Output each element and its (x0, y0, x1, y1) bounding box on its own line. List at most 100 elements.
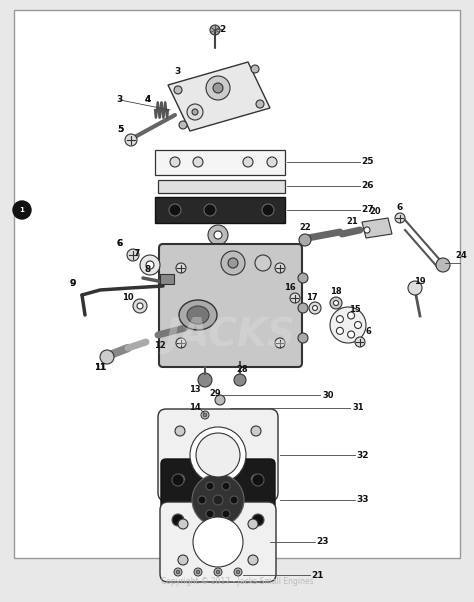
Text: Copyright © 2017 - Jacks Small Engines: Copyright © 2017 - Jacks Small Engines (161, 577, 313, 586)
Circle shape (125, 134, 137, 146)
Circle shape (204, 204, 216, 216)
Text: 3: 3 (175, 67, 181, 76)
Circle shape (192, 474, 244, 526)
Text: 28: 28 (236, 365, 248, 374)
Circle shape (194, 568, 202, 576)
Text: 21: 21 (346, 217, 358, 226)
Polygon shape (155, 197, 285, 223)
Circle shape (187, 104, 203, 120)
Ellipse shape (179, 300, 217, 330)
Text: 29: 29 (209, 388, 221, 397)
Circle shape (298, 333, 308, 343)
Circle shape (275, 263, 285, 273)
Text: 11: 11 (94, 362, 106, 371)
Text: 3: 3 (117, 96, 123, 105)
Text: 8: 8 (145, 265, 151, 275)
Circle shape (330, 297, 342, 309)
Circle shape (100, 350, 114, 364)
Polygon shape (362, 218, 392, 238)
Circle shape (172, 474, 184, 486)
Circle shape (196, 570, 200, 574)
Circle shape (176, 338, 186, 348)
Text: JACKS: JACKS (165, 316, 295, 354)
Text: 31: 31 (352, 403, 364, 412)
Circle shape (176, 263, 186, 273)
Circle shape (347, 312, 355, 319)
Circle shape (146, 261, 154, 269)
Circle shape (436, 258, 450, 272)
Circle shape (170, 157, 180, 167)
Text: 11: 11 (94, 362, 106, 371)
Circle shape (140, 255, 160, 275)
Text: 32: 32 (357, 450, 369, 459)
Circle shape (198, 496, 206, 504)
Circle shape (255, 255, 271, 271)
Circle shape (193, 517, 243, 567)
Circle shape (236, 570, 240, 574)
Text: 20: 20 (369, 208, 381, 217)
Circle shape (243, 157, 253, 167)
Circle shape (290, 293, 300, 303)
Text: 9: 9 (70, 279, 76, 288)
Circle shape (213, 495, 223, 505)
Circle shape (214, 231, 222, 239)
Circle shape (334, 300, 338, 305)
Bar (160, 274, 174, 284)
Circle shape (251, 474, 261, 484)
FancyBboxPatch shape (160, 502, 276, 582)
Polygon shape (168, 62, 270, 131)
Circle shape (210, 25, 220, 35)
Text: 4: 4 (145, 96, 151, 105)
Circle shape (337, 315, 343, 323)
Circle shape (252, 514, 264, 526)
Text: 9: 9 (70, 279, 76, 288)
Circle shape (206, 482, 214, 490)
Circle shape (252, 474, 264, 486)
Circle shape (228, 258, 238, 268)
Text: 6: 6 (397, 202, 403, 211)
Circle shape (206, 76, 230, 100)
Circle shape (298, 273, 308, 283)
Polygon shape (158, 180, 285, 193)
Text: 7: 7 (134, 249, 140, 258)
FancyBboxPatch shape (159, 244, 302, 367)
Circle shape (309, 302, 321, 314)
Circle shape (175, 474, 185, 484)
Circle shape (179, 121, 187, 129)
Text: 27: 27 (362, 205, 374, 214)
Circle shape (190, 427, 246, 483)
Text: 5: 5 (117, 125, 123, 134)
Circle shape (13, 201, 31, 219)
Circle shape (299, 234, 311, 246)
Text: 5: 5 (117, 125, 123, 134)
Text: 6: 6 (117, 238, 123, 247)
Circle shape (176, 570, 180, 574)
Text: 15: 15 (349, 305, 361, 314)
Text: 14: 14 (189, 403, 201, 412)
Circle shape (221, 251, 245, 275)
Circle shape (216, 570, 220, 574)
FancyBboxPatch shape (158, 409, 278, 501)
Circle shape (214, 568, 222, 576)
Circle shape (133, 299, 147, 313)
Text: 1: 1 (19, 207, 25, 213)
Circle shape (178, 555, 188, 565)
Circle shape (192, 109, 198, 115)
Text: 26: 26 (362, 181, 374, 190)
Circle shape (196, 433, 240, 477)
Circle shape (355, 321, 362, 329)
Text: 10: 10 (122, 294, 134, 302)
Text: 4: 4 (145, 96, 151, 105)
Circle shape (248, 555, 258, 565)
Text: 24: 24 (455, 250, 467, 259)
Circle shape (312, 305, 318, 311)
Circle shape (198, 373, 212, 387)
Text: 22: 22 (299, 223, 311, 232)
Circle shape (172, 514, 184, 526)
Circle shape (234, 568, 242, 576)
Circle shape (275, 338, 285, 348)
Circle shape (174, 86, 182, 94)
Circle shape (298, 303, 308, 313)
Circle shape (178, 519, 188, 529)
Circle shape (330, 307, 366, 343)
